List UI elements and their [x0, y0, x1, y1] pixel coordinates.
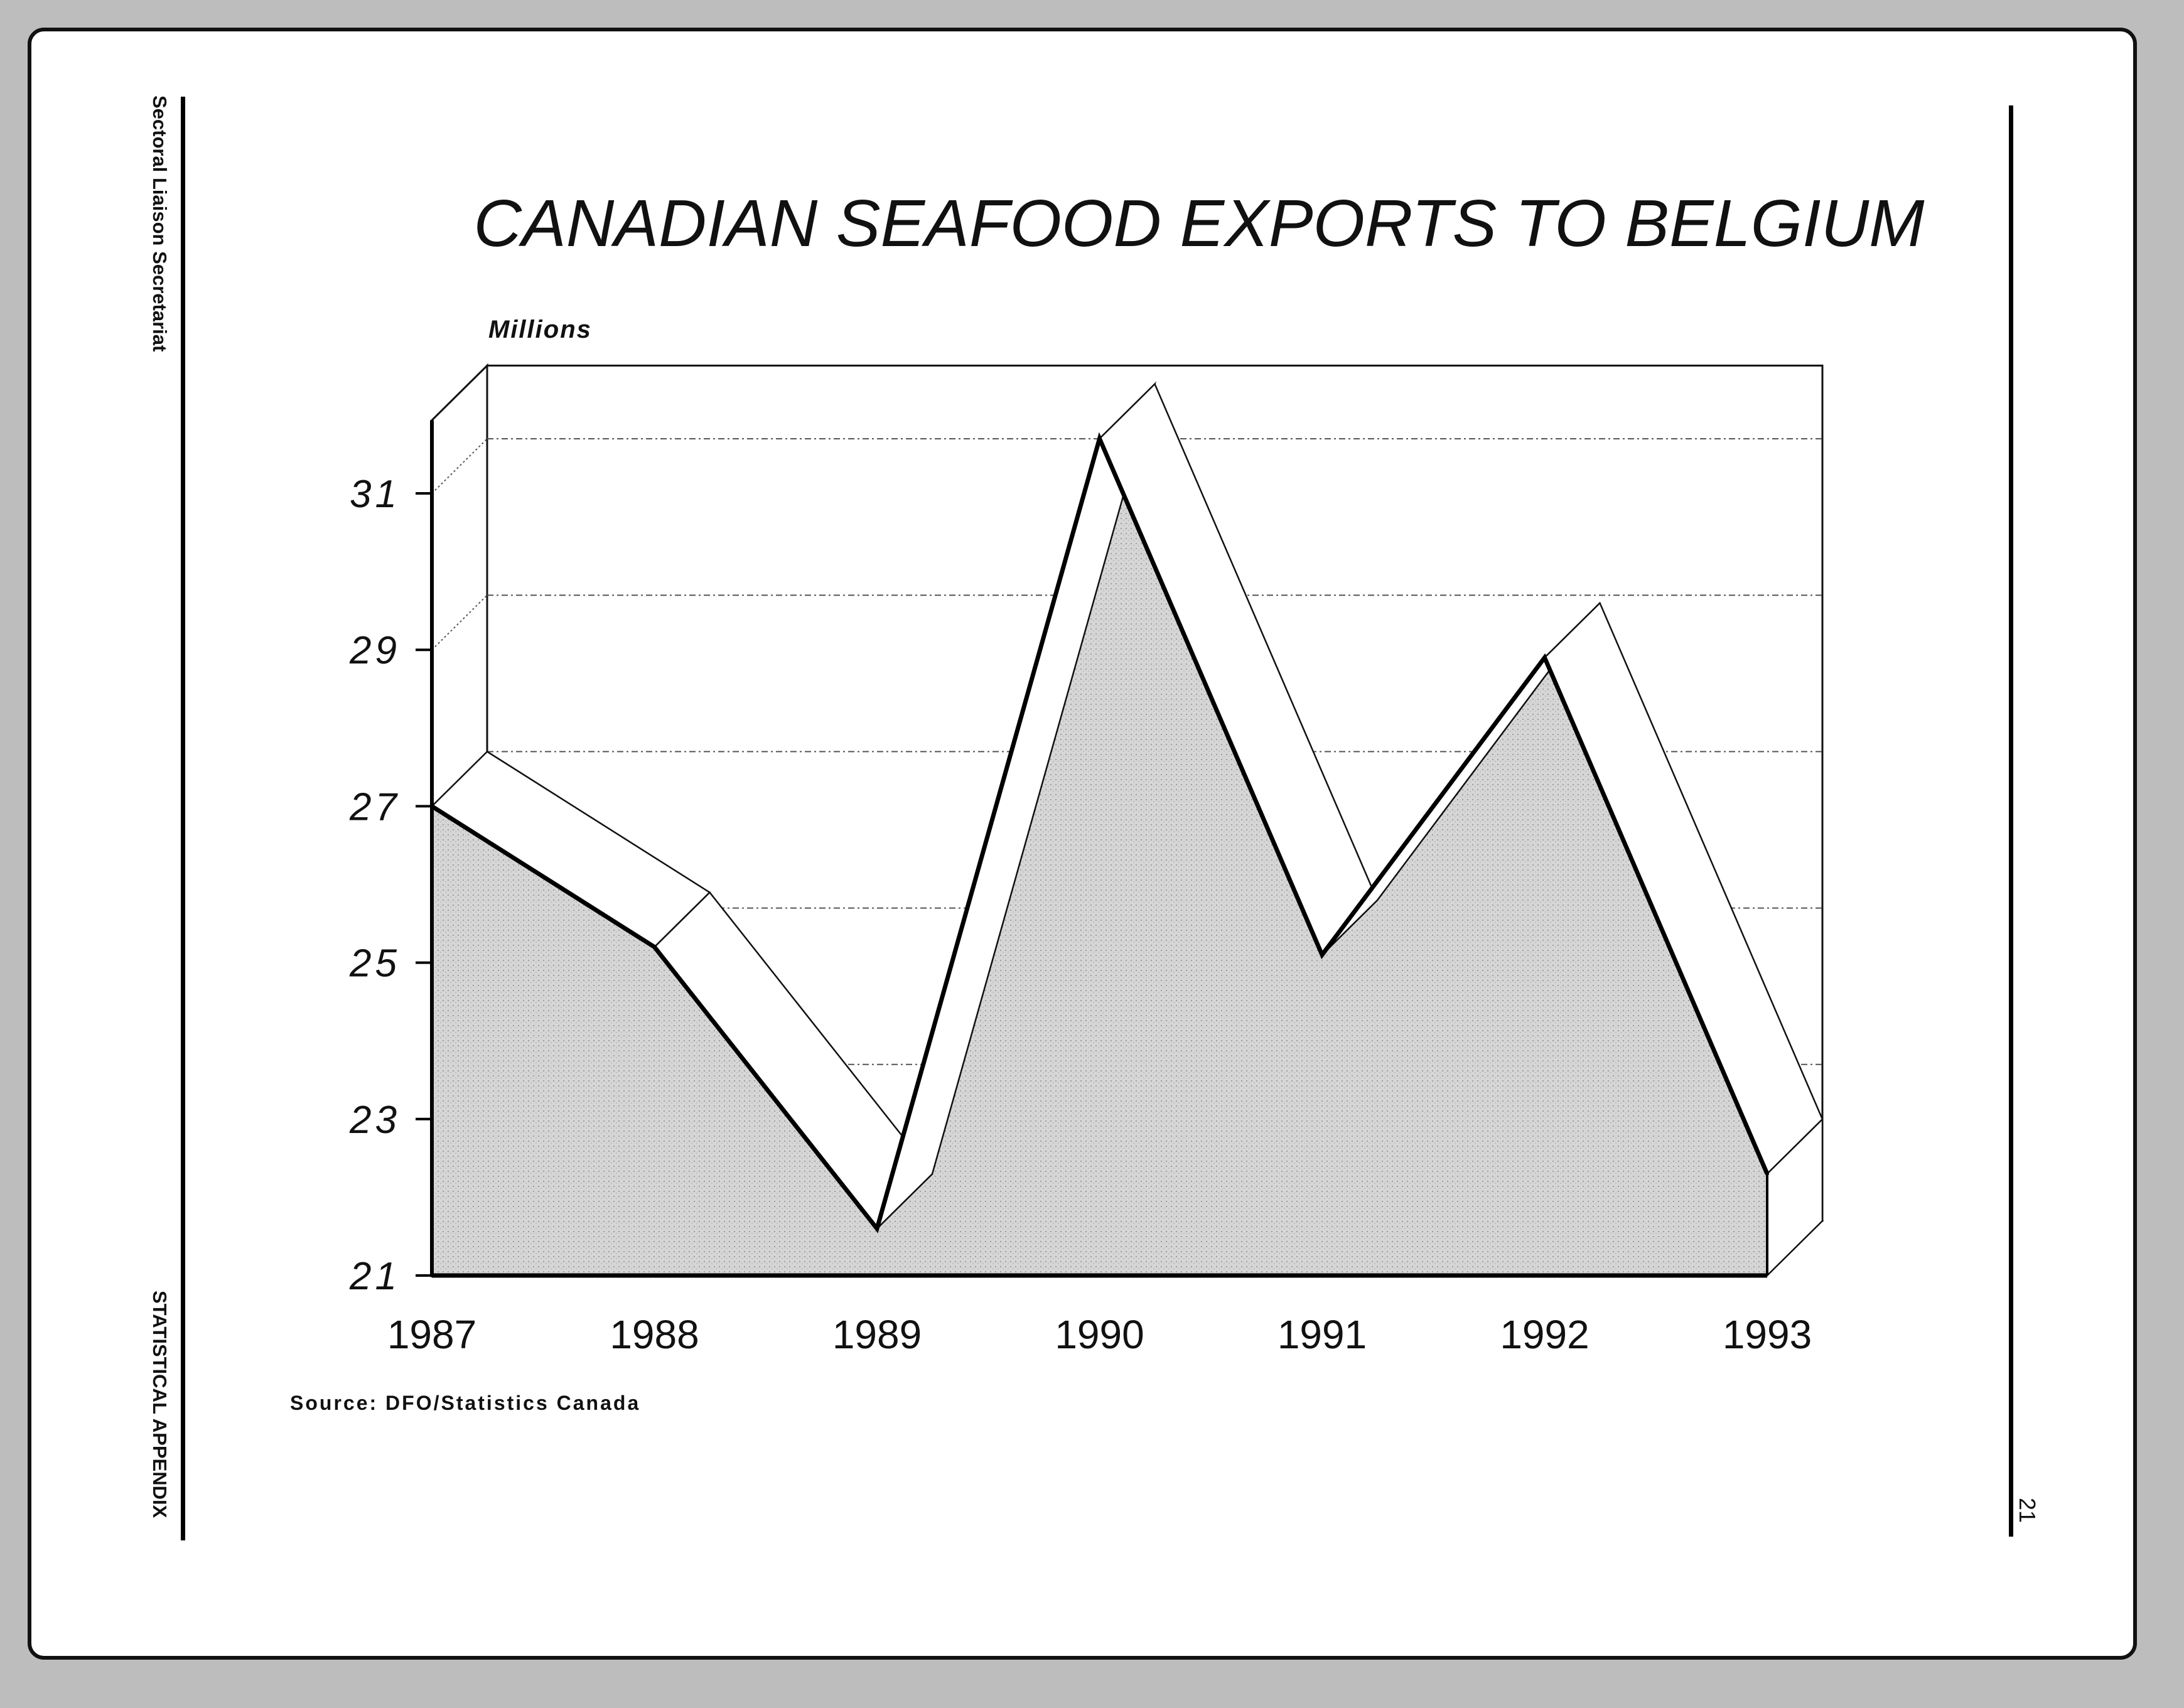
left-margin-rule: [181, 97, 185, 1540]
data-point-1990: [1097, 436, 1102, 441]
data-point-1989: [875, 1227, 879, 1231]
y-tick-label: 21: [349, 1255, 401, 1298]
x-tick-label-1990: 1990: [1055, 1312, 1144, 1357]
x-tick-label-1988: 1988: [610, 1312, 699, 1357]
y-tick-label: 25: [349, 942, 401, 986]
x-tick-label-1989: 1989: [832, 1312, 922, 1357]
y-tick-label: 31: [350, 473, 401, 516]
x-tick-label-1991: 1991: [1278, 1312, 1367, 1357]
x-tick-label-1993: 1993: [1723, 1312, 1812, 1357]
y-tick-label: 27: [349, 785, 401, 829]
right-margin-rule: [2009, 105, 2013, 1537]
y-unit-label: Millions: [488, 316, 592, 343]
x-tick-label-1992: 1992: [1500, 1312, 1589, 1357]
data-point-1992: [1542, 655, 1547, 660]
source-note: Source: DFO/Statistics Canada: [290, 1392, 640, 1414]
x-tick-label-1987: 1987: [387, 1312, 476, 1357]
data-point-1988: [652, 945, 657, 949]
chart-title: CANADIAN SEAFOOD EXPORTS TO BELGIUM: [474, 186, 1925, 260]
y-tick-label: 29: [349, 629, 401, 672]
data-point-1991: [1320, 953, 1324, 957]
y-tick-label: 23: [349, 1098, 401, 1142]
area-fill: [432, 438, 1767, 1276]
